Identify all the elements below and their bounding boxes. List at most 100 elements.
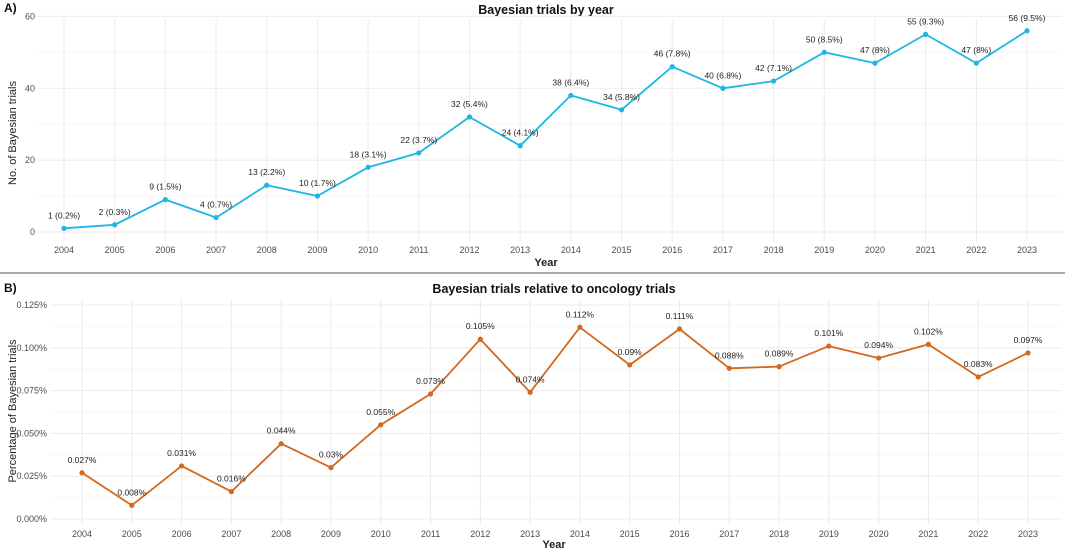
x-tick-label: 2019 (814, 245, 834, 255)
x-tick-label: 2020 (865, 245, 885, 255)
x-tick-label: 2009 (307, 245, 327, 255)
data-point (129, 502, 135, 508)
x-tick-label: 2005 (122, 529, 142, 539)
data-label: 47 (8%) (961, 45, 991, 55)
data-label: 18 (3.1%) (350, 149, 387, 159)
data-label: 0.09% (618, 347, 643, 357)
data-point (112, 222, 118, 228)
x-tick-label: 2014 (561, 245, 581, 255)
x-tick-label: 2021 (916, 245, 936, 255)
data-label: 0.073% (416, 376, 445, 386)
panel-b-x-axis-title: Year (542, 539, 566, 549)
data-point (1025, 350, 1031, 356)
y-tick-label: 0.100% (16, 343, 47, 353)
y-tick-label: 20 (25, 155, 35, 165)
data-point (826, 343, 832, 349)
x-tick-label: 2015 (612, 245, 632, 255)
data-label: 38 (6.4%) (552, 77, 589, 87)
data-label: 42 (7.1%) (755, 63, 792, 73)
data-label: 40 (6.8%) (704, 70, 741, 80)
panel-a-title: Bayesian trials by year (478, 3, 614, 17)
x-tick-label: 2010 (371, 529, 391, 539)
data-label: 34 (5.8%) (603, 92, 640, 102)
data-point (527, 389, 533, 395)
x-tick-label: 2016 (669, 529, 689, 539)
panel-a-x-axis-title: Year (534, 257, 558, 269)
data-label: 0.089% (765, 349, 794, 359)
y-tick-label: 0.075% (16, 386, 47, 396)
x-tick-label: 2010 (358, 245, 378, 255)
x-tick-label: 2011 (409, 245, 428, 255)
y-tick-label: 0.050% (16, 428, 47, 438)
data-label: 50 (8.5%) (806, 34, 843, 44)
x-tick-label: 2020 (869, 529, 889, 539)
data-point (1024, 28, 1030, 34)
data-point (79, 470, 85, 476)
x-tick-label: 2018 (769, 529, 789, 539)
y-tick-label: 60 (25, 11, 35, 21)
x-tick-label: 2022 (966, 245, 986, 255)
data-label: 46 (7.8%) (654, 49, 691, 59)
data-label: 0.097% (1014, 335, 1043, 345)
data-label: 0.112% (566, 309, 595, 319)
data-point (162, 197, 168, 203)
x-tick-label: 2013 (520, 529, 540, 539)
data-point (726, 365, 732, 371)
x-tick-label: 2012 (459, 245, 479, 255)
data-label: 4 (0.7%) (200, 200, 232, 210)
panel-b-y-axis-title: Percentage of Bayesian trials (7, 339, 19, 483)
data-point (61, 225, 67, 231)
data-label: 9 (1.5%) (149, 182, 181, 192)
data-point (517, 143, 523, 149)
data-point (427, 391, 434, 397)
data-label: 22 (3.7%) (400, 135, 437, 145)
y-tick-label: 0.000% (16, 514, 47, 524)
x-tick-label: 2019 (819, 529, 839, 539)
data-point (477, 336, 483, 342)
data-label: 32 (5.4%) (451, 99, 488, 109)
data-label: 0.105% (466, 321, 495, 331)
data-point (821, 49, 827, 55)
data-point (568, 92, 574, 99)
data-point (876, 355, 882, 361)
data-label: 0.027% (68, 455, 97, 465)
data-label: 0.088% (715, 350, 744, 360)
data-point (923, 31, 929, 37)
y-tick-label: 0.125% (16, 300, 47, 310)
data-point (720, 85, 726, 91)
data-point (178, 463, 185, 469)
data-point (975, 374, 981, 380)
x-tick-label: 2017 (719, 529, 739, 539)
panel-a-plot: 0 20 40 60 2004 2005 2006 2007 2008 2009 2010 2011 2… (25, 11, 1062, 255)
data-label: 13 (2.2%) (248, 167, 285, 177)
data-label: 0.044% (267, 426, 296, 436)
x-tick-label: 2021 (918, 529, 938, 539)
x-tick-label: 2004 (72, 529, 92, 539)
data-point (365, 164, 371, 170)
x-tick-label: 2023 (1017, 245, 1037, 255)
x-tick-label: 2017 (713, 245, 733, 255)
x-tick-label: 2008 (257, 245, 277, 255)
x-tick-label: 2015 (620, 529, 640, 539)
x-tick-label: 2011 (421, 529, 440, 539)
x-tick-label: 2023 (1018, 529, 1038, 539)
data-label: 0.055% (366, 407, 395, 417)
y-tick-label: 0.025% (16, 471, 47, 481)
data-point (278, 441, 284, 447)
data-point (416, 150, 422, 156)
data-point (627, 362, 633, 368)
data-point (973, 60, 979, 66)
data-label: 0.074% (516, 374, 545, 384)
data-point (213, 214, 219, 221)
x-tick-label: 2006 (155, 245, 175, 255)
panel-a-y-axis-title: No. of Bayesian trials (7, 81, 19, 185)
data-point (328, 465, 334, 471)
data-label: 0.111% (666, 311, 694, 321)
data-point (228, 489, 234, 495)
x-tick-label: 2016 (662, 245, 682, 255)
data-label: 0.094% (864, 340, 893, 350)
panel-a-label: A) (4, 1, 17, 15)
x-tick-label: 2007 (221, 529, 241, 539)
data-label: 2 (0.3%) (99, 207, 131, 217)
